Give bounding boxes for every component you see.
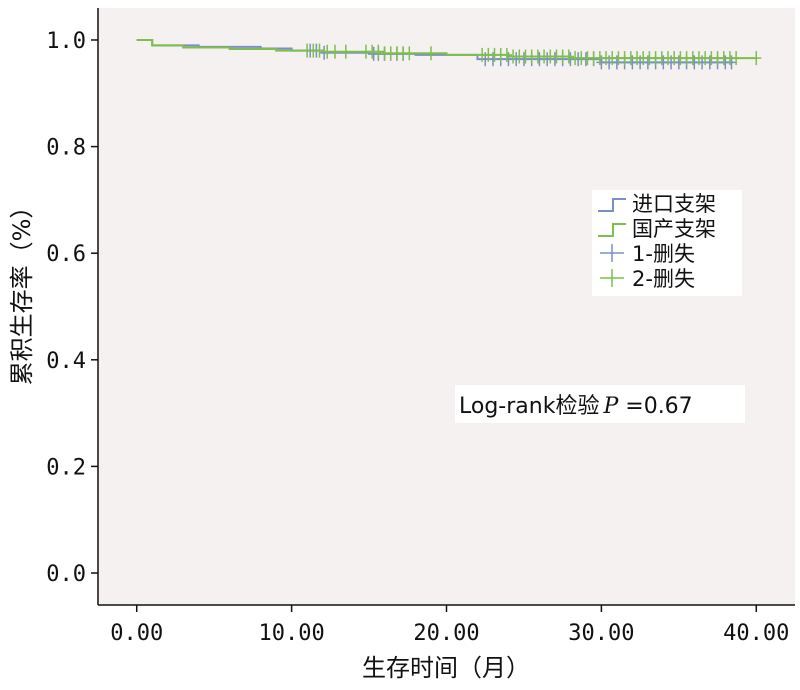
legend-label: 1-删失 — [632, 242, 695, 266]
y-axis-title: 累积生存率（%） — [8, 195, 36, 386]
censor-mark-2 — [563, 49, 574, 64]
legend-entry-4: 2-删失 — [600, 267, 695, 291]
x-tick-label: 10.00 — [258, 621, 324, 646]
legend-entry-2: 国产支架 — [598, 217, 716, 241]
axes: 0.0 0.2 0.4 0.6 0.8 1.0 0.00 10.00 20.00 30.00 40.… — [46, 8, 795, 646]
legend-label: 国产支架 — [632, 217, 716, 241]
censor-mark-2 — [751, 51, 762, 66]
censor-mark-2 — [731, 51, 742, 66]
y-tick-label: 1.0 — [46, 29, 86, 54]
annotation: Log-rank检验 P =0.67 — [455, 385, 745, 423]
legend-step-swatch — [598, 198, 626, 212]
annotation-p-symbol: P — [602, 394, 619, 419]
y-tick-label: 0.0 — [46, 562, 86, 587]
x-axis-title: 生存时间（月） — [362, 654, 530, 682]
censor-mark-2 — [501, 47, 512, 62]
annotation-background — [455, 385, 745, 423]
log-rank-annotation: Log-rank检验 P =0.67 — [459, 394, 693, 419]
x-tick-label: 40.00 — [723, 621, 789, 646]
annotation-prefix: Log-rank检验 — [459, 394, 599, 419]
censor-mark-2 — [404, 46, 415, 61]
legend-entry-1: 进口支架 — [598, 192, 716, 216]
censor-mark-2 — [329, 44, 340, 59]
x-tick-label: 20.00 — [413, 621, 479, 646]
censor-marks — [302, 43, 762, 70]
x-tick-label: 0.00 — [110, 621, 163, 646]
y-tick-label: 0.4 — [46, 349, 86, 374]
plot-background — [98, 8, 795, 605]
censor-mark-2 — [340, 44, 351, 59]
legend-step-swatch — [598, 223, 626, 237]
y-tick-label: 0.8 — [46, 136, 86, 161]
censor-mark-2 — [373, 44, 384, 59]
x-tick-label: 30.00 — [568, 621, 634, 646]
y-tick-label: 0.6 — [46, 242, 86, 267]
legend-label: 2-删失 — [632, 267, 695, 291]
legend-label: 进口支架 — [632, 192, 716, 216]
censor-mark-2 — [314, 43, 325, 58]
censor-mark-2 — [426, 46, 437, 61]
legend-entry-3: 1-删失 — [600, 242, 695, 266]
y-tick-label: 0.2 — [46, 455, 86, 480]
annotation-p-value: =0.67 — [618, 394, 692, 419]
